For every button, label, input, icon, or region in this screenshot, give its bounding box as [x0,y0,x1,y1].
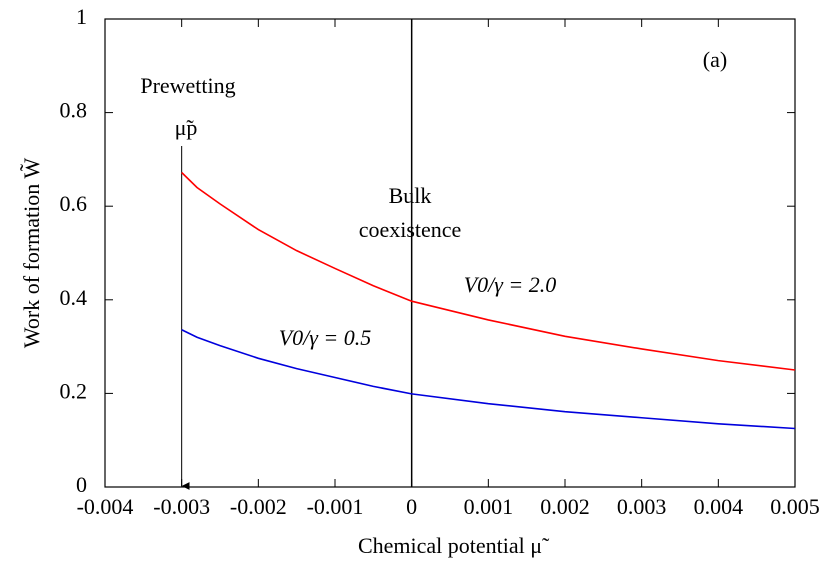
annotation: μ̃p [175,115,198,140]
y-tick-label: 0.6 [60,191,88,216]
series-label: V0/γ = 0.5 [279,325,372,350]
x-tick-label: 0.004 [694,494,744,519]
x-tick-label: 0.003 [617,494,667,519]
y-tick-label: 0.4 [60,285,88,310]
y-tick-label: 0 [76,472,87,497]
y-tick-label: 0.8 [60,98,88,123]
x-tick-label: 0.001 [464,494,514,519]
x-tick-label: -0.003 [153,494,210,519]
x-tick-label: -0.004 [77,494,134,519]
panel-label: (a) [703,47,727,72]
annotation: coexistence [359,217,462,242]
y-tick-label: 0.2 [60,378,88,403]
series-line [181,171,796,371]
x-tick-label: 0 [406,494,417,519]
y-axis-label: Work of formation W̃ [19,158,44,349]
x-tick-label: 0.005 [770,494,820,519]
x-tick-label: 0.002 [540,494,590,519]
y-tick-label: 1 [76,4,87,29]
series-label: V0/γ = 2.0 [464,272,557,297]
x-tick-label: -0.002 [230,494,287,519]
series-line [181,329,796,430]
annotation: Bulk [389,183,432,208]
x-axis-label: Chemical potential μ̃ [358,533,550,558]
plot-frame [104,18,796,488]
annotation: Prewetting [140,73,235,98]
x-tick-label: -0.001 [307,494,364,519]
